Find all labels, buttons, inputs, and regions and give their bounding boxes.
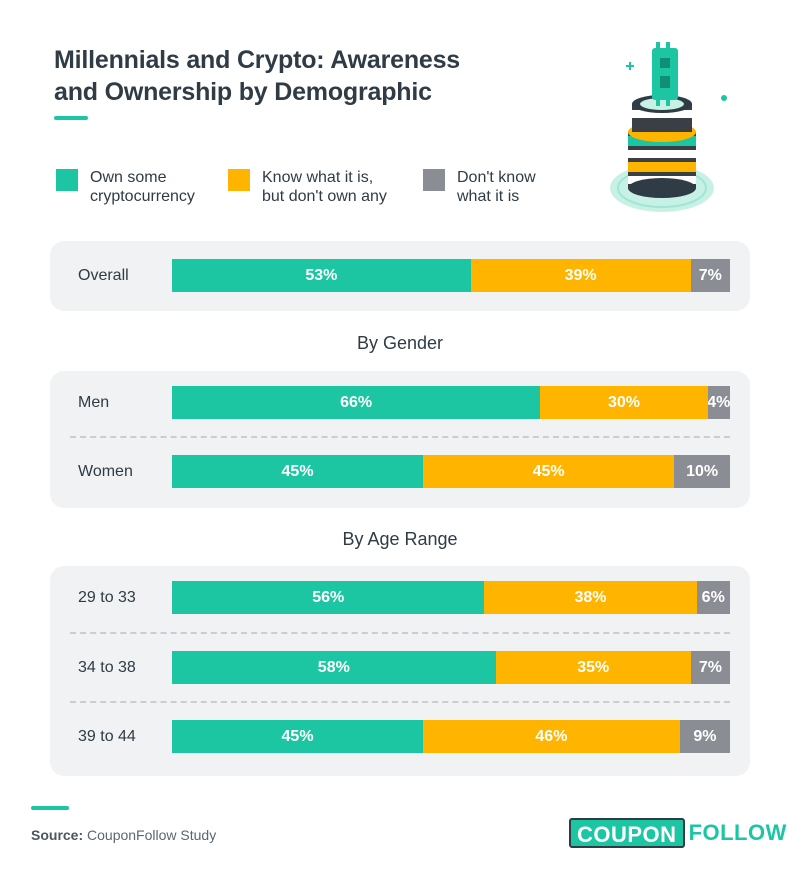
title-accent-line: [54, 116, 88, 120]
legend-label-own-1: Own some: [90, 169, 167, 186]
row-label: 29 to 33: [78, 589, 136, 606]
row-label: 34 to 38: [78, 659, 136, 676]
legend-label-dont-know-2: what it is: [457, 188, 520, 205]
bar-segment-own: 53%: [172, 259, 471, 292]
data-label: 6%: [701, 588, 725, 606]
legend-label-know-1: Know what it is,: [262, 169, 374, 186]
data-label: 46%: [535, 727, 568, 745]
bar-segment-dont-know: 7%: [690, 259, 730, 292]
bar-segment-know: 45%: [423, 455, 675, 488]
chart-panel-0: Overall 53% 39% 7%: [50, 241, 750, 311]
row-divider: [70, 701, 730, 703]
bar-segment-know: 39%: [470, 259, 691, 292]
bar-segment-dont-know: 4%: [707, 386, 730, 419]
logo-box-text: COUPON: [569, 818, 685, 848]
row-divider: [70, 436, 730, 438]
stacked-bar: 58% 35% 7%: [172, 651, 730, 684]
data-label: 66%: [340, 393, 373, 411]
chart-row: 34 to 38 58% 35% 7%: [50, 651, 750, 684]
row-label: Women: [78, 463, 133, 480]
data-label: 39%: [564, 266, 597, 284]
chart-title-line-1: Millennials and Crypto: Awareness: [54, 46, 461, 74]
couponfollow-logo: COUPON FOLLOW: [569, 818, 787, 848]
stacked-bar: 45% 46% 9%: [172, 720, 730, 753]
data-label: 7%: [698, 658, 722, 676]
stacked-bar: 56% 38% 6%: [172, 581, 730, 614]
bar-segment-dont-know: 6%: [696, 581, 730, 614]
section-title-1: By Gender: [356, 333, 444, 353]
data-label: 4%: [707, 393, 730, 411]
row-label: 39 to 44: [78, 728, 136, 745]
chart-row: Overall 53% 39% 7%: [50, 259, 750, 292]
bar-segment-own: 56%: [172, 581, 485, 614]
legend-label-dont-know-1: Don't know: [457, 169, 536, 186]
bitcoin-stack-illustration: [610, 42, 727, 212]
bitcoin-symbol-icon: [652, 42, 678, 106]
data-label: 10%: [686, 462, 719, 480]
bar-segment-own: 45%: [172, 455, 424, 488]
legend-item-own: Own some cryptocurrency: [56, 168, 195, 206]
legend-label-know-2: but don't own any: [262, 188, 387, 205]
chart-row: Women 45% 45% 10%: [50, 455, 750, 488]
data-label: 45%: [281, 727, 314, 745]
sparkle-dot-icon: [721, 95, 727, 101]
data-label: 30%: [607, 393, 640, 411]
source-note: Source: CouponFollow Study: [31, 827, 216, 843]
data-label: 45%: [281, 462, 314, 480]
section-title-2: By Age Range: [342, 529, 458, 549]
stacked-bar: 66% 30% 4%: [172, 386, 730, 419]
bar-segment-own: 45%: [172, 720, 424, 753]
bar-segment-dont-know: 7%: [690, 651, 730, 684]
data-label: 35%: [577, 658, 610, 676]
chart-row: Men 66% 30% 4%: [50, 386, 750, 419]
chart-title: Millennials and Crypto: Awareness and Ow…: [54, 44, 460, 108]
data-label: 38%: [574, 588, 607, 606]
logo-follow-text: FOLLOW: [688, 820, 787, 845]
bar-segment-know: 30%: [540, 386, 708, 419]
source-label: Source:: [31, 827, 84, 843]
bar-segment-dont-know: 10%: [674, 455, 730, 488]
bar-segment-own: 66%: [172, 386, 541, 419]
data-label: 56%: [312, 588, 345, 606]
row-label: Overall: [78, 267, 129, 284]
data-label: 7%: [698, 266, 722, 284]
legend-item-know: Know what it is, but don't own any: [228, 168, 387, 206]
chart-panel-1: Men 66% 30% 4% Women 45% 45% 10%: [50, 371, 750, 508]
data-label: 58%: [317, 658, 350, 676]
chart-panel-2: 29 to 33 56% 38% 6% 34 to 38 58% 35% 7% 39 to 44…: [50, 566, 750, 776]
footer-accent-line: [31, 806, 69, 810]
data-label: 45%: [532, 462, 565, 480]
stacked-bar: 45% 45% 10%: [172, 455, 730, 488]
legend-label-own-2: cryptocurrency: [90, 188, 195, 205]
source-text: CouponFollow Study: [87, 827, 217, 843]
legend-swatch-dont-know: [423, 169, 445, 191]
chart-row: 39 to 44 45% 46% 9%: [50, 720, 750, 753]
bar-segment-know: 46%: [423, 720, 680, 753]
bar-segment-know: 38%: [484, 581, 697, 614]
stacked-bar: 53% 39% 7%: [172, 259, 730, 292]
sparkle-plus-icon: [626, 62, 634, 70]
legend-swatch-own: [56, 169, 78, 191]
bar-segment-dont-know: 9%: [679, 720, 730, 753]
legend-swatch-know: [228, 169, 250, 191]
bar-segment-own: 58%: [172, 651, 496, 684]
row-divider: [70, 632, 730, 634]
chart-title-line-2: and Ownership by Demographic: [54, 78, 432, 106]
row-label: Men: [78, 394, 110, 411]
data-label: 53%: [305, 266, 338, 284]
data-label: 9%: [693, 727, 717, 745]
legend-item-dont-know: Don't know what it is: [423, 168, 536, 206]
chart-row: 29 to 33 56% 38% 6%: [50, 581, 750, 614]
bar-segment-know: 35%: [495, 651, 691, 684]
